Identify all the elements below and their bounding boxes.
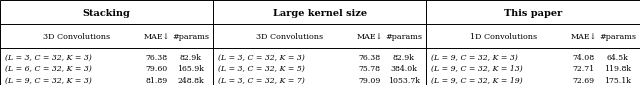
Text: 76.38: 76.38 xyxy=(358,54,381,62)
Text: 76.38: 76.38 xyxy=(145,54,168,62)
Text: #params: #params xyxy=(599,33,636,41)
Text: 72.71: 72.71 xyxy=(572,65,595,73)
Text: Stacking: Stacking xyxy=(83,9,131,18)
Text: 175.1k: 175.1k xyxy=(604,77,631,85)
Text: 248.8k: 248.8k xyxy=(177,77,204,85)
Text: MAE↓: MAE↓ xyxy=(356,33,383,41)
Text: 82.9k: 82.9k xyxy=(180,54,202,62)
Text: (L = 3, C = 32, K = 3): (L = 3, C = 32, K = 3) xyxy=(5,54,92,62)
Text: (L = 3, C = 32, K = 7): (L = 3, C = 32, K = 7) xyxy=(218,77,305,85)
Text: Large kernel size: Large kernel size xyxy=(273,9,367,18)
Text: 64.5k: 64.5k xyxy=(607,54,628,62)
Text: (L = 9, C = 32, K = 19): (L = 9, C = 32, K = 19) xyxy=(431,77,523,85)
Text: MAE↓: MAE↓ xyxy=(143,33,170,41)
Text: 75.78: 75.78 xyxy=(359,65,381,73)
Text: (L = 3, C = 32, K = 5): (L = 3, C = 32, K = 5) xyxy=(218,65,305,73)
Text: MAE↓: MAE↓ xyxy=(570,33,596,41)
Text: (L = 9, C = 32, K = 13): (L = 9, C = 32, K = 13) xyxy=(431,65,523,73)
Text: (L = 6, C = 32, K = 3): (L = 6, C = 32, K = 3) xyxy=(5,65,92,73)
Text: 79.60: 79.60 xyxy=(145,65,168,73)
Text: 74.08: 74.08 xyxy=(572,54,595,62)
Text: 81.89: 81.89 xyxy=(145,77,168,85)
Text: (L = 3, C = 32, K = 3): (L = 3, C = 32, K = 3) xyxy=(218,54,305,62)
Text: #params: #params xyxy=(385,33,422,41)
Text: (L = 9, C = 32, K = 3): (L = 9, C = 32, K = 3) xyxy=(431,54,518,62)
Text: 1D Convolutions: 1D Convolutions xyxy=(470,33,537,41)
Text: 1053.7k: 1053.7k xyxy=(388,77,420,85)
Text: 165.9k: 165.9k xyxy=(177,65,204,73)
Text: 79.09: 79.09 xyxy=(358,77,381,85)
Text: 82.9k: 82.9k xyxy=(393,54,415,62)
Text: 3D Convolutions: 3D Convolutions xyxy=(256,33,323,41)
Text: 3D Convolutions: 3D Convolutions xyxy=(43,33,110,41)
Text: (L = 9, C = 32, K = 3): (L = 9, C = 32, K = 3) xyxy=(5,77,92,85)
Text: 384.0k: 384.0k xyxy=(390,65,417,73)
Text: 72.69: 72.69 xyxy=(572,77,595,85)
Text: #params: #params xyxy=(172,33,209,41)
Text: 119.8k: 119.8k xyxy=(604,65,631,73)
Text: This paper: This paper xyxy=(504,9,563,18)
